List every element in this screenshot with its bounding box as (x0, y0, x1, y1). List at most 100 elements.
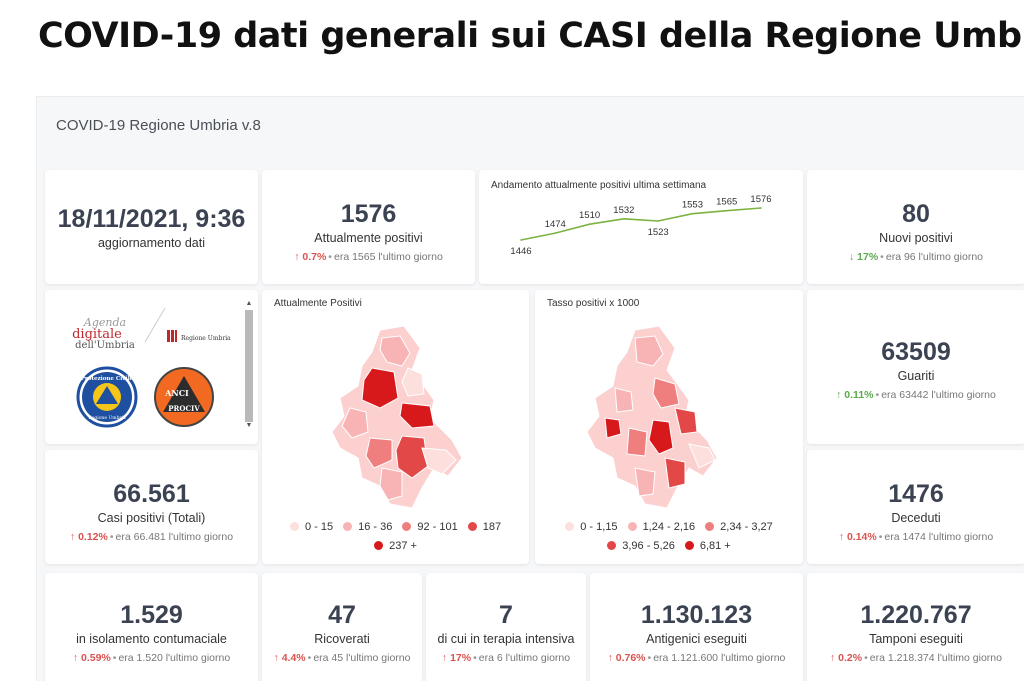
scroll-down-icon[interactable]: ▼ (245, 422, 253, 429)
regione-label: Regione Umbria (181, 335, 231, 342)
arrow-up-icon: ↑ (69, 531, 76, 543)
legend-item: 0 - 1,15 (565, 518, 618, 537)
kpi-pct: 17% (857, 251, 879, 263)
agenda-digitale-logo: Agenda digitale dell'Umbria (72, 316, 135, 351)
kpi-pct: 0.59% (80, 652, 111, 664)
map-attualmente-positivi-card: Attualmente Positivi 0 - 15 16 - 36 92 - 1… (262, 290, 529, 564)
scroll-up-icon[interactable]: ▲ (245, 300, 253, 307)
page-title: COVID-19 dati generali sui CASI della Re… (38, 16, 1024, 56)
arrow-up-icon: ↑ (441, 652, 448, 664)
pc-sub-label: Regione Umbria (88, 415, 126, 421)
logos-card: Agenda digitale dell'Umbria Regione Umbr… (45, 290, 258, 444)
trend-chart-title: Andamento attualmente positivi ultima se… (491, 180, 707, 191)
trend-series-line (520, 207, 762, 241)
agenda-line1: Agenda (83, 316, 126, 329)
legend-label: 3,96 - 5,26 (622, 540, 675, 552)
kpi-label: Deceduti (891, 511, 941, 525)
trend-data-label: 1576 (750, 194, 771, 205)
kpi-casi-totali: 66.561 Casi positivi (Totali) ↑ 0.12% • er… (45, 450, 258, 564)
kpi-pct: 0.2% (838, 652, 863, 664)
trend-point (520, 239, 522, 241)
kpi-delta: ↑ 0.12% • era 66.481 l'ultimo giorno (69, 531, 234, 543)
trend-chart-card: Andamento attualmente positivi ultima se… (479, 170, 803, 284)
map-title: Tasso positivi x 1000 (547, 298, 640, 309)
kpi-pct: 0.11% (844, 389, 874, 401)
kpi-prev: era 1.520 l'ultimo giorno (118, 652, 231, 664)
legend-item: 2,34 - 3,27 (705, 518, 773, 537)
legend-swatch (289, 522, 299, 531)
kpi-delta: ↑ 0.7% • era 1565 l'ultimo giorno (294, 251, 443, 263)
legend-swatch (627, 522, 637, 531)
kpi-value: 63509 (881, 338, 951, 366)
kpi-value: 1476 (888, 480, 944, 508)
trend-data-label: 1523 (648, 227, 669, 238)
trend-data-label: 1474 (545, 219, 566, 230)
legend-label: 16 - 36 (358, 521, 393, 533)
trend-data-label: 1510 (579, 210, 600, 221)
kpi-label: Antigenici eseguiti (646, 632, 747, 646)
legend-label: 2,34 - 3,27 (720, 521, 773, 533)
trend-line-chart: 1446 1474 1510 1532 1523 1553 1565 1576 (510, 194, 771, 257)
kpi-delta: ↑ 4.4% • era 45 l'ultimo giorno (273, 652, 411, 664)
trend-point (760, 207, 762, 209)
kpi-value: 7 (499, 601, 513, 629)
kpi-delta: ↑ 0.2% • era 1.218.374 l'ultimo giorno (830, 652, 1002, 664)
legend-swatch (565, 522, 575, 531)
trend-data-label: 1553 (682, 200, 703, 211)
kpi-delta: ↑ 0.76% • era 1.121.600 l'ultimo giorno (607, 652, 786, 664)
kpi-delta: ↑ 0.11% • era 63442 l'ultimo giorno (836, 389, 996, 401)
legend-swatch (374, 541, 384, 550)
kpi-value: 1.220.767 (860, 601, 972, 629)
kpi-delta: ↑ 0.14% • era 1474 l'ultimo giorno (838, 531, 994, 543)
legend-label: 6,81 + (699, 540, 731, 552)
kpi-value: 1.130.123 (640, 601, 753, 629)
legend-swatch (684, 541, 694, 550)
kpi-prev: era 1565 l'ultimo giorno (333, 251, 443, 263)
legend-swatch (402, 522, 412, 531)
kpi-tamponi: 1.220.767 Tamponi eseguiti ↑ 0.2% • era 1.… (807, 573, 1024, 681)
kpi-prev: era 45 l'ultimo giorno (313, 652, 411, 664)
trend-data-label: 1446 (510, 246, 531, 257)
kpi-antigenici: 1.130.123 Antigenici eseguiti ↑ 0.76% • er… (590, 573, 803, 681)
map-legend: 0 - 15 16 - 36 92 - 101 187 237 + (262, 518, 529, 556)
legend-swatch (467, 522, 477, 531)
kpi-pct: 0.7% (302, 251, 327, 263)
trend-data-label: 1565 (716, 197, 737, 208)
kpi-ricoverati: 47 Ricoverati ↑ 4.4% • era 45 l'ultimo gio… (262, 573, 422, 681)
kpi-label: Ricoverati (314, 632, 370, 646)
legend-item: 3,96 - 5,26 (607, 537, 675, 556)
map-title: Attualmente Positivi (274, 298, 362, 309)
legend-label: 237 + (389, 540, 417, 552)
kpi-pct: 0.14% (846, 531, 877, 543)
scroll-thumb[interactable] (245, 310, 253, 422)
trend-point (623, 218, 625, 220)
prociv-label: PROCIV (168, 404, 200, 413)
legend-item: 92 - 101 (402, 518, 458, 537)
dashboard-title: COVID-19 Regione Umbria v.8 (56, 117, 261, 134)
kpi-delta: ↑ 17% • era 6 l'ultimo giorno (441, 652, 571, 664)
kpi-value: 66.561 (113, 480, 190, 508)
agenda-line3: dell'Umbria (75, 340, 135, 351)
kpi-prev: era 1.218.374 l'ultimo giorno (869, 652, 1002, 664)
kpi-value: 1576 (340, 200, 397, 228)
regione-umbria-logo: Regione Umbria (167, 330, 231, 342)
update-date-card: 18/11/2021, 9:36 aggiornamento dati (45, 170, 258, 284)
kpi-prev: era 1474 l'ultimo giorno (884, 531, 994, 543)
kpi-pct: 17% (450, 652, 472, 664)
logos-scrollbar[interactable]: ▲ ▼ (244, 300, 254, 430)
update-date-label: aggiornamento dati (97, 236, 206, 250)
kpi-label: di cui in terapia intensiva (437, 632, 575, 646)
kpi-label: Attualmente positivi (314, 231, 423, 245)
legend-label: 1,24 - 2,16 (642, 521, 696, 533)
trend-point (657, 220, 659, 222)
kpi-prev: era 6 l'ultimo giorno (478, 652, 571, 664)
kpi-prev: era 63442 l'ultimo giorno (881, 389, 996, 401)
kpi-prev: era 66.481 l'ultimo giorno (115, 531, 234, 543)
pc-label: Protezione Civile (81, 376, 134, 382)
trend-point (691, 212, 694, 215)
arrow-up-icon: ↑ (273, 652, 279, 664)
umbria-map-positivi (331, 325, 463, 509)
kpi-pct: 0.12% (78, 531, 108, 543)
anci-label: ANCI (164, 388, 189, 398)
map-legend: 0 - 1,15 1,24 - 2,16 2,34 - 3,27 3,96 - 5,2… (535, 518, 803, 556)
